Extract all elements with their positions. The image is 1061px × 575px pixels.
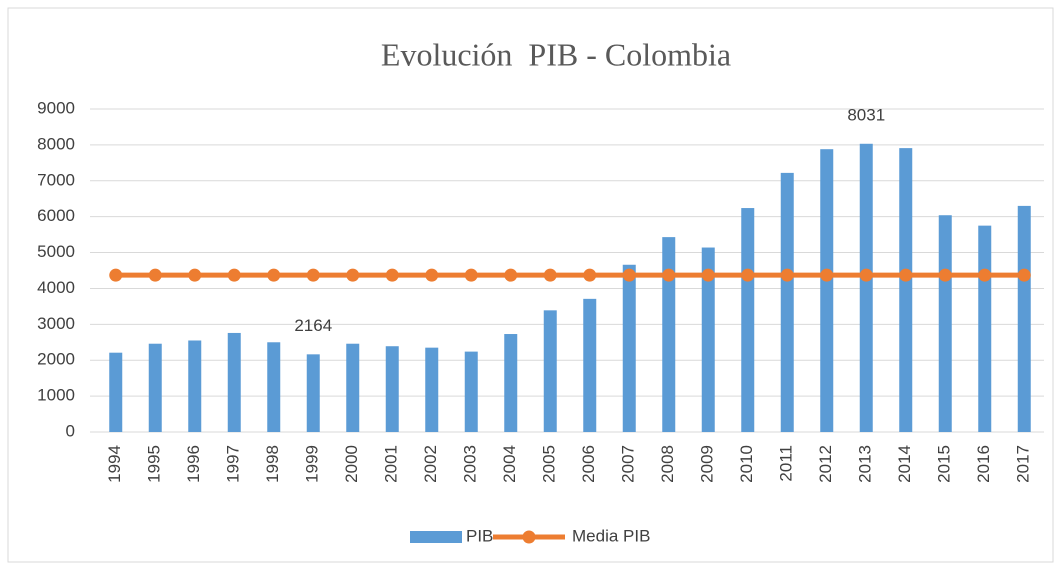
- legend-label: PIB: [466, 526, 493, 545]
- line-marker: [701, 268, 715, 282]
- bar: [148, 343, 162, 432]
- x-tick-label: 2017: [1014, 445, 1033, 483]
- bar: [109, 352, 123, 432]
- x-tick-label: 2014: [895, 445, 914, 483]
- bar: [978, 225, 992, 432]
- x-tick-label: 2003: [461, 445, 480, 483]
- bar: [662, 237, 676, 432]
- y-tick-label: 1000: [37, 386, 75, 405]
- x-tick-label: 2000: [342, 445, 361, 483]
- line-marker: [622, 268, 636, 282]
- bar: [899, 148, 913, 432]
- line-marker: [267, 268, 281, 282]
- legend-label: Media PIB: [572, 526, 650, 545]
- data-label: 2164: [294, 316, 332, 335]
- x-tick-label: 1994: [105, 445, 124, 483]
- x-tick-label: 2002: [421, 445, 440, 483]
- bar: [385, 346, 399, 432]
- line-marker: [188, 268, 202, 282]
- x-tick-label: 2016: [974, 445, 993, 483]
- line-marker: [780, 268, 794, 282]
- bar: [701, 247, 715, 432]
- bar: [1017, 205, 1031, 432]
- x-tick-label: 2013: [856, 445, 875, 483]
- bar: [188, 340, 202, 432]
- bar: [622, 264, 636, 432]
- x-tick-label: 1995: [145, 445, 164, 483]
- x-tick-label: 2009: [698, 445, 717, 483]
- bar: [227, 332, 241, 432]
- x-tick-label: 1999: [303, 445, 322, 483]
- bar: [504, 334, 518, 432]
- line-marker: [543, 268, 557, 282]
- line-marker: [662, 268, 676, 282]
- bar: [583, 298, 597, 432]
- x-tick-label: 1997: [224, 445, 243, 483]
- bar: [938, 215, 952, 432]
- y-tick-label: 8000: [37, 134, 75, 153]
- line-marker: [859, 268, 873, 282]
- line-marker: [1017, 268, 1031, 282]
- line-marker: [820, 268, 834, 282]
- y-tick-label: 9000: [37, 98, 75, 117]
- chart-frame: [7, 7, 1054, 563]
- line-marker: [504, 268, 518, 282]
- line-marker: [148, 268, 162, 282]
- x-tick-label: 2011: [777, 445, 796, 482]
- x-tick-label: 2005: [540, 445, 559, 483]
- bar: [267, 342, 281, 432]
- line-marker: [899, 268, 913, 282]
- line-marker: [109, 268, 123, 282]
- legend-marker: [522, 530, 536, 544]
- x-tick-label: 2001: [382, 445, 401, 483]
- x-tick-label: 2007: [619, 445, 638, 483]
- y-tick-label: 6000: [37, 206, 75, 225]
- x-tick-label: 2004: [500, 445, 519, 483]
- bar: [346, 343, 360, 432]
- line-marker: [227, 268, 241, 282]
- line-marker: [583, 268, 597, 282]
- line-marker: [425, 268, 439, 282]
- bar: [780, 172, 794, 433]
- line-marker: [741, 268, 755, 282]
- x-tick-label: 2006: [579, 445, 598, 483]
- x-tick-label: 1996: [184, 445, 203, 483]
- bar: [543, 310, 557, 432]
- line-marker: [346, 268, 360, 282]
- bar: [820, 149, 834, 432]
- y-tick-label: 3000: [37, 314, 75, 333]
- chart-title: Evolución PIB - Colombia: [381, 36, 731, 72]
- line-marker: [385, 268, 399, 282]
- y-tick-label: 2000: [37, 350, 75, 369]
- x-tick-label: 2010: [737, 445, 756, 483]
- bar: [741, 208, 755, 432]
- y-tick-label: 7000: [37, 170, 75, 189]
- x-tick-label: 2015: [935, 445, 954, 483]
- legend-swatch: [410, 531, 462, 543]
- y-tick-label: 4000: [37, 278, 75, 297]
- data-label: 8031: [847, 105, 885, 124]
- bar: [425, 347, 439, 432]
- y-tick-label: 0: [66, 421, 75, 440]
- y-tick-label: 5000: [37, 242, 75, 261]
- bar: [464, 351, 478, 432]
- x-tick-label: 2012: [816, 445, 835, 483]
- line-marker: [938, 268, 952, 282]
- line-marker: [306, 268, 320, 282]
- line-marker: [978, 268, 992, 282]
- x-tick-label: 2008: [658, 445, 677, 483]
- bar: [859, 143, 873, 432]
- line-marker: [464, 268, 478, 282]
- bar: [306, 354, 320, 432]
- x-tick-label: 1998: [263, 445, 282, 483]
